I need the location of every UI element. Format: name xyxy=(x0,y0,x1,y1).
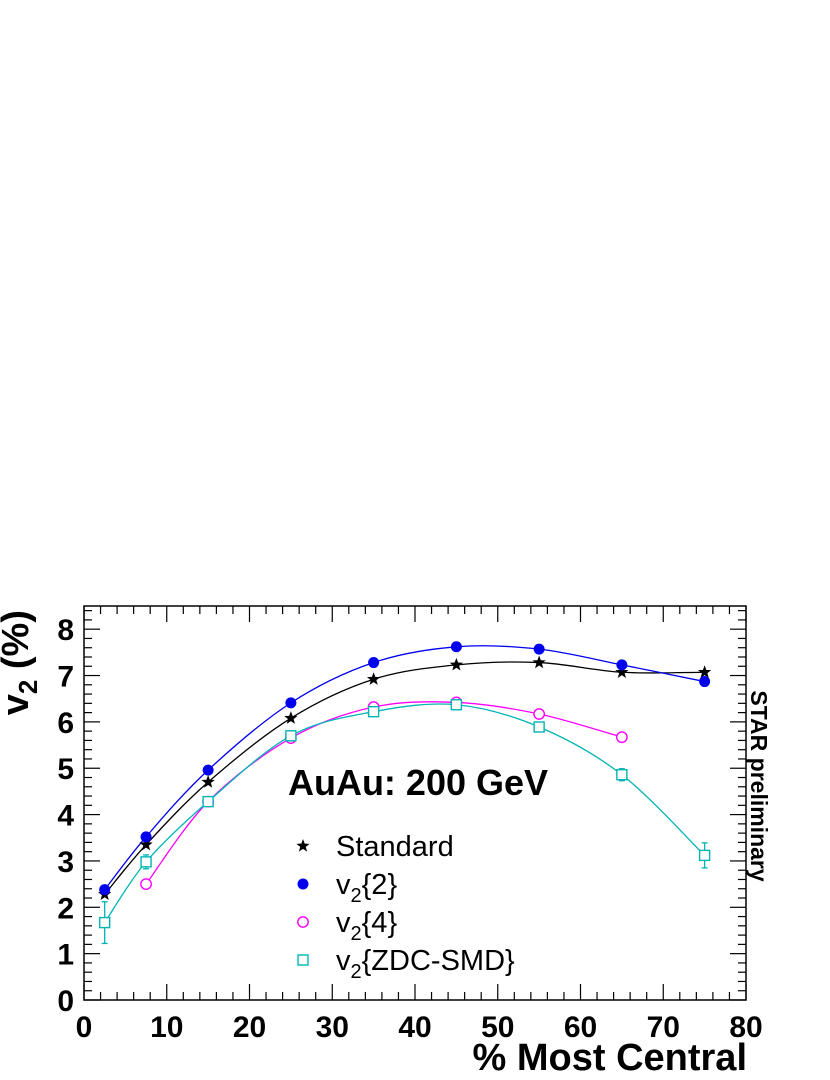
data-point-series-3 xyxy=(533,721,545,733)
data-point-series-1 xyxy=(99,884,111,896)
data-points xyxy=(98,641,712,929)
legend-entry-subscript: 2 xyxy=(351,885,362,907)
data-point-series-1 xyxy=(285,697,297,709)
data-point-series-1 xyxy=(202,764,214,776)
fit-curve-series-3 xyxy=(104,703,706,923)
legend-entry-prefix: v xyxy=(336,907,351,939)
plot-frame xyxy=(83,605,747,1001)
data-point-series-3 xyxy=(140,856,152,868)
legend-entry-1: v2{2} xyxy=(336,869,397,907)
legend-entry-3: v2{ZDC-SMD} xyxy=(336,945,515,983)
data-point-series-3 xyxy=(616,769,628,781)
legend-marker-2 xyxy=(297,916,309,928)
data-point-series-3 xyxy=(285,730,297,742)
data-point-series-0 xyxy=(615,665,629,678)
energy-annotation: AuAu: 200 GeV xyxy=(288,762,548,803)
legend-entry-label: {ZDC-SMD} xyxy=(362,945,515,977)
x-tick-label: 50 xyxy=(481,1011,514,1044)
data-point-series-0 xyxy=(697,665,712,678)
legend-entry-label: {4} xyxy=(362,907,398,939)
legend-entry-prefix: v xyxy=(336,945,351,977)
y-tick-label: 2 xyxy=(57,892,74,925)
x-tick-label: 70 xyxy=(647,1011,680,1044)
x-tick-label: 30 xyxy=(316,1011,349,1044)
y-tick-label: 7 xyxy=(57,661,74,694)
y-tick-label: 6 xyxy=(57,707,74,740)
data-point-series-1 xyxy=(699,676,711,688)
data-point-series-2 xyxy=(140,878,152,891)
x-tick-label: 10 xyxy=(150,1011,183,1044)
data-point-series-1 xyxy=(140,831,152,843)
x-tick-label: 80 xyxy=(729,1011,762,1044)
legend-marker-0 xyxy=(296,839,310,852)
data-point-series-1 xyxy=(616,659,628,671)
axis-ticks xyxy=(83,606,747,1001)
data-point-series-3 xyxy=(98,916,111,929)
data-point-series-2 xyxy=(615,731,628,744)
y-tick-label: 3 xyxy=(57,846,74,879)
data-point-series-3 xyxy=(367,705,380,718)
y-tick-label: 5 xyxy=(57,753,74,786)
data-point-series-1 xyxy=(450,641,462,653)
legend-entry-label: {2} xyxy=(362,869,398,901)
data-point-series-3 xyxy=(698,849,711,862)
x-tick-label: 60 xyxy=(564,1011,597,1044)
star-preliminary-label: STAR preliminary xyxy=(746,690,772,881)
legend-entry-2: v2{4} xyxy=(336,907,397,945)
y-tick-label: 1 xyxy=(57,939,74,972)
axis-tick-labels: 0 10 20 30 40 50 60 70 80 0 1 2 3 4 5 6 7 8 xyxy=(57,614,762,1044)
data-point-series-0 xyxy=(449,657,464,671)
x-tick-label: 40 xyxy=(398,1011,431,1044)
data-point-series-1 xyxy=(533,643,545,655)
y-tick-label: 8 xyxy=(57,614,74,647)
legend-entry-subscript: 2 xyxy=(351,923,362,945)
legend-entry-subscript: 2 xyxy=(351,961,362,983)
data-point-series-2 xyxy=(533,708,546,720)
legend-marker-3 xyxy=(297,954,309,966)
data-point-series-0 xyxy=(366,672,381,685)
y-axis-label-main: v xyxy=(0,694,37,715)
legend-entry-prefix: v xyxy=(336,869,351,901)
data-point-series-3 xyxy=(202,795,214,808)
y-tick-label: 0 xyxy=(57,985,74,1018)
x-axis-label: % Most Central xyxy=(473,1037,747,1075)
legend-marker-1 xyxy=(297,878,309,890)
data-point-series-1 xyxy=(368,657,380,669)
y-tick-label: 4 xyxy=(57,800,74,833)
y-axis-label-tail: (%) xyxy=(0,610,37,680)
data-point-series-0 xyxy=(284,711,298,724)
data-point-series-0 xyxy=(201,775,215,788)
y-axis-label-subscript: 2 xyxy=(13,680,43,694)
data-point-series-3 xyxy=(450,699,463,711)
y-axis-label: v2 (%) xyxy=(0,610,43,715)
x-tick-label: 20 xyxy=(233,1011,266,1044)
data-point-series-0 xyxy=(139,837,153,851)
x-tick-label: 0 xyxy=(76,1011,93,1044)
legend-entry-0: Standard xyxy=(336,831,454,863)
data-point-series-0 xyxy=(532,655,546,669)
